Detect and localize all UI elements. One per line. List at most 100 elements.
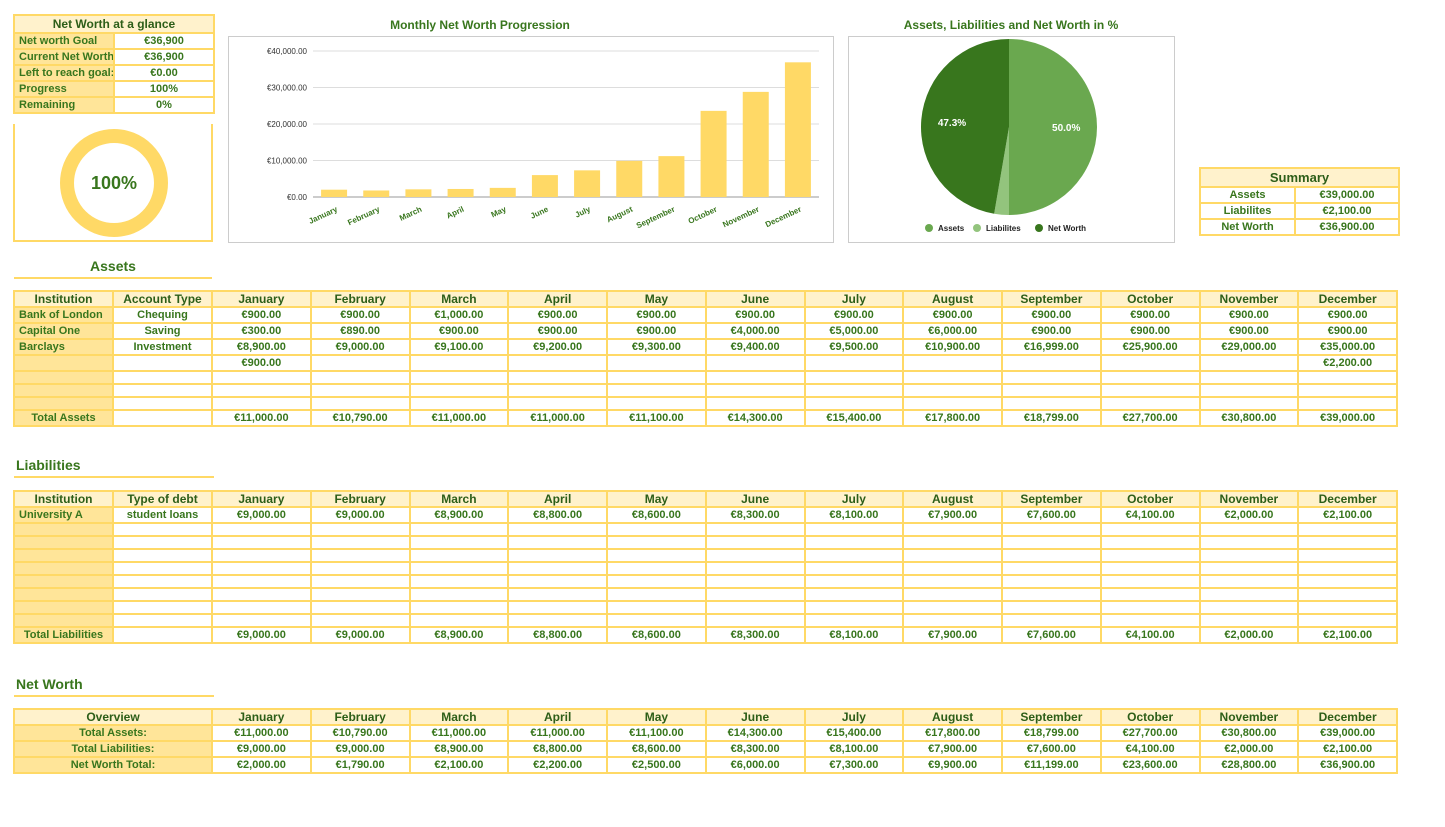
table-cell[interactable] [1198,613,1300,628]
table-cell[interactable]: €29,000.00 [1198,338,1300,356]
table-cell[interactable] [112,613,213,628]
table-cell[interactable] [408,535,510,550]
table-cell[interactable]: €300.00 [211,322,312,340]
table-cell[interactable] [1099,522,1201,537]
table-cell[interactable]: €2,000.00 [1198,506,1300,524]
table-cell[interactable]: €900.00 [1198,306,1300,324]
table-cell[interactable] [902,535,1003,550]
header-institution[interactable]: Institution [13,290,114,308]
header-month[interactable]: May [606,290,707,308]
table-cell[interactable]: €900.00 [1297,322,1398,340]
glance-value[interactable]: 0% [113,96,215,114]
table-cell[interactable]: €9,000.00 [211,740,312,758]
table-cell[interactable] [1297,587,1398,602]
header-type[interactable]: Account Type [112,290,213,308]
table-cell[interactable]: €7,900.00 [902,506,1003,524]
total-cell[interactable]: €11,000.00 [507,409,608,427]
table-cell[interactable] [902,574,1003,589]
table-cell[interactable] [309,396,411,411]
pie-slice[interactable] [921,39,1009,214]
table-cell[interactable] [902,561,1003,576]
header-month[interactable]: May [606,490,707,508]
glance-value[interactable]: €0.00 [113,64,215,82]
table-cell[interactable] [606,396,707,411]
table-cell[interactable] [1297,396,1398,411]
table-cell[interactable] [902,383,1003,398]
table-cell[interactable] [112,354,213,372]
table-cell[interactable] [309,587,411,602]
table-cell[interactable] [507,561,608,576]
table-cell[interactable]: €10,790.00 [309,724,411,742]
table-cell[interactable] [902,600,1003,615]
table-cell[interactable] [507,548,608,563]
table-cell[interactable]: Chequing [112,306,213,324]
total-cell[interactable]: €4,100.00 [1099,626,1201,644]
table-cell[interactable] [1099,574,1201,589]
total-cell[interactable]: €11,100.00 [606,409,707,427]
total-cell[interactable]: €9,000.00 [211,626,312,644]
table-cell[interactable] [211,396,312,411]
table-cell[interactable] [803,613,905,628]
summary-value[interactable]: €39,000.00 [1294,186,1400,204]
header-month[interactable]: February [309,708,411,726]
table-cell[interactable] [1198,354,1300,372]
table-cell[interactable]: €28,800.00 [1198,756,1300,774]
table-cell[interactable] [606,548,707,563]
header-month[interactable]: November [1198,290,1300,308]
table-cell[interactable]: €9,900.00 [902,756,1003,774]
table-cell[interactable] [803,522,905,537]
table-cell[interactable]: €900.00 [1001,322,1102,340]
bar[interactable] [531,175,558,197]
header-month[interactable]: June [704,490,806,508]
table-cell[interactable] [606,561,707,576]
table-cell[interactable]: €7,300.00 [803,756,905,774]
legend-label[interactable]: Assets [938,224,965,233]
table-cell[interactable]: €39,000.00 [1297,724,1398,742]
table-cell[interactable] [1297,535,1398,550]
table-cell[interactable] [1001,561,1102,576]
table-cell[interactable]: €900.00 [1099,306,1201,324]
total-cell[interactable]: €8,900.00 [408,626,510,644]
table-cell[interactable] [803,574,905,589]
table-cell[interactable] [803,354,905,372]
table-cell[interactable] [309,561,411,576]
table-cell[interactable]: €8,900.00 [408,506,510,524]
header-month[interactable]: March [408,708,510,726]
table-cell[interactable] [408,396,510,411]
table-cell[interactable]: €4,100.00 [1099,506,1201,524]
table-cell[interactable] [1099,370,1201,385]
bar[interactable] [742,91,769,197]
table-cell[interactable] [408,548,510,563]
table-cell[interactable] [704,587,806,602]
table-cell[interactable]: €36,900.00 [1297,756,1398,774]
table-cell[interactable] [1099,535,1201,550]
table-cell[interactable] [704,574,806,589]
table-cell[interactable] [112,587,213,602]
glance-value[interactable]: €36,900 [113,48,215,66]
header-month[interactable]: July [803,290,905,308]
header-month[interactable]: August [902,490,1003,508]
total-cell[interactable]: €8,800.00 [507,626,608,644]
total-cell[interactable]: €11,000.00 [211,409,312,427]
bar[interactable] [616,160,643,197]
summary-value[interactable]: €2,100.00 [1294,202,1400,220]
table-cell[interactable] [1001,548,1102,563]
table-cell[interactable] [606,354,707,372]
table-cell[interactable] [1297,383,1398,398]
header-month[interactable]: April [507,708,608,726]
header-month[interactable]: October [1099,708,1201,726]
table-cell[interactable] [211,587,312,602]
table-cell[interactable] [803,383,905,398]
total-cell[interactable] [112,626,213,644]
table-cell[interactable] [507,600,608,615]
table-cell[interactable]: €900.00 [606,322,707,340]
table-cell[interactable]: €8,100.00 [803,740,905,758]
table-cell[interactable] [211,383,312,398]
summary-label[interactable]: Liabilites [1199,202,1296,220]
table-cell[interactable] [507,587,608,602]
header-month[interactable]: December [1297,290,1398,308]
table-cell[interactable] [704,561,806,576]
table-cell[interactable]: €900.00 [309,306,411,324]
table-cell[interactable] [1198,535,1300,550]
table-cell[interactable] [1099,587,1201,602]
